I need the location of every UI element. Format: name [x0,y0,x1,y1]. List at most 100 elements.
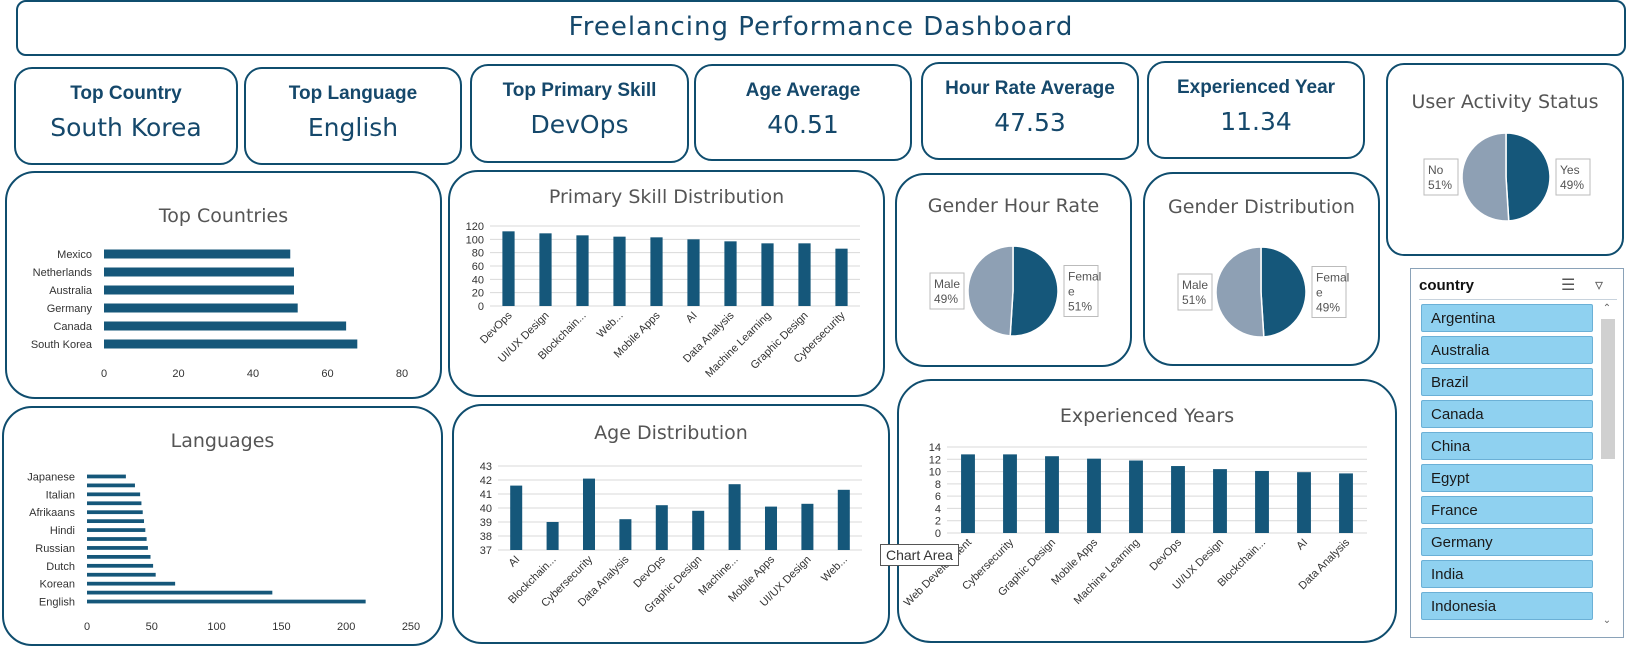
bar [1087,458,1101,533]
bar [1171,466,1185,533]
bar [87,599,366,604]
scroll-thumb[interactable] [1601,319,1615,459]
primary-skill-card[interactable]: Primary Skill Distribution 0 20 40 60 80 100 1… [448,170,885,397]
user-activity-title: User Activity Status [1411,91,1599,113]
bar [961,454,975,533]
data-label: Femal [1068,270,1101,284]
kpi-label: Hour Rate Average [945,78,1115,99]
tick-label: 50 [146,621,158,633]
slicer-item[interactable]: Egypt [1421,464,1593,492]
kpi-label: Top Language [288,83,418,104]
tick-label: 100 [207,621,225,633]
slicer-item[interactable]: Australia [1421,336,1593,364]
category-label: Canada [53,321,92,333]
tick-label: 2 [935,516,941,528]
multi-select-icon[interactable]: ☰ [1561,277,1576,294]
bar [104,285,294,295]
tick-label: 40 [480,503,492,515]
slicer-title: country [1419,277,1475,294]
age-distribution-card[interactable]: Age Distribution 37 38 39 40 41 42 43 AI Blockch… [452,404,890,644]
category-label: DevOps [631,553,668,590]
top-countries-title: Top Countries [158,205,289,227]
chart-area-tooltip: Chart Area [880,544,959,566]
gender-hour-rate-card[interactable]: Gender Hour Rate Femal e 51% Male 49% [895,173,1132,367]
user-activity-card[interactable]: User Activity Status Yes 49% No 51% [1386,63,1624,256]
category-label: Korean [40,579,75,591]
bar [87,554,151,559]
bar [724,241,737,306]
slicer-scrollbar[interactable]: ⌃ ⌄ [1598,301,1616,633]
languages-card[interactable]: Languages Japanese Italian Afrikaans Hindi R… [2,406,443,646]
scroll-down-icon[interactable]: ⌄ [1602,615,1612,626]
scroll-up-icon[interactable]: ⌃ [1602,303,1612,314]
tick-label: 0 [478,301,484,313]
slicer-item[interactable]: Germany [1421,528,1593,556]
slicer-item[interactable]: Brazil [1421,368,1593,396]
category-label: Web... [595,310,626,341]
category-label: Italian [46,489,75,501]
tick-label: 60 [321,368,333,380]
country-slicer[interactable]: country ☰ ▿ Argentina Australia Brazil Cana… [1410,268,1624,638]
slicer-item[interactable]: France [1421,496,1593,524]
slicer-item[interactable]: Canada [1421,400,1593,428]
data-label: Yes [1560,163,1580,177]
slicer-item[interactable]: Indonesia [1421,592,1593,620]
bar [1255,470,1269,533]
languages-title: Languages [170,430,275,452]
data-label: 49% [1316,301,1340,315]
tick-label: 60 [472,261,484,273]
bar [87,519,145,524]
data-label-box [1423,158,1459,196]
kpi-label: Experienced Year [1176,77,1336,98]
slicer-item[interactable]: India [1421,560,1593,588]
data-label-box [1177,273,1213,311]
tick-label: 38 [480,531,492,543]
experienced-years-card[interactable]: Experienced Years 0 2 4 6 8 10 12 14 Web Develop… [897,379,1397,643]
kpi-value: DevOps [530,110,629,139]
tick-label: 100 [466,234,484,246]
slicer-item[interactable]: China [1421,432,1593,460]
top-countries-card[interactable]: Top Countries Mexico Netherlands Australia… [5,171,442,399]
category-label: Web... [819,554,850,585]
category-label: Mexico [57,249,92,261]
data-label: 51% [1428,178,1452,192]
pie-slice [967,245,1014,337]
bar [728,484,741,550]
tick-label: 200 [337,621,355,633]
slicer-item[interactable]: Argentina [1421,304,1593,332]
tick-label: 80 [472,248,484,260]
bar [510,485,523,550]
slicer-divider [1419,299,1617,300]
bar [87,501,142,506]
bar [87,581,176,586]
clear-filter-icon[interactable]: ▿ [1595,277,1604,294]
bar [104,321,347,331]
kpi-label: Age Average [745,80,861,101]
pie-slice [1215,246,1265,338]
bar [502,231,515,306]
category-label: Japanese [27,471,75,483]
bar [87,537,147,541]
bar [655,505,668,550]
experienced-years-title: Experienced Years [1059,405,1235,427]
category-label: Hindi [50,525,75,537]
data-label-box [929,272,965,310]
age-distribution-svg: 37383940414243AIBlockchain...Cybersecuri… [480,461,862,616]
kpi-label: Top Country [70,83,182,104]
data-label-box [1555,158,1591,196]
category-label: Afrikaans [29,507,75,519]
bar [798,243,811,306]
dashboard-title-bar: Freelancing Performance Dashboard [16,0,1626,56]
data-label-box [1311,266,1347,318]
bar [546,522,559,550]
data-label-box [1063,265,1099,317]
gender-distribution-card[interactable]: Gender Distribution Femal e 49% Male 51% [1143,172,1380,366]
category-label: DevOps [1148,536,1185,573]
bar [576,235,589,306]
bar [1045,456,1059,533]
tick-label: 12 [929,454,941,466]
pie-slice [1461,132,1510,222]
